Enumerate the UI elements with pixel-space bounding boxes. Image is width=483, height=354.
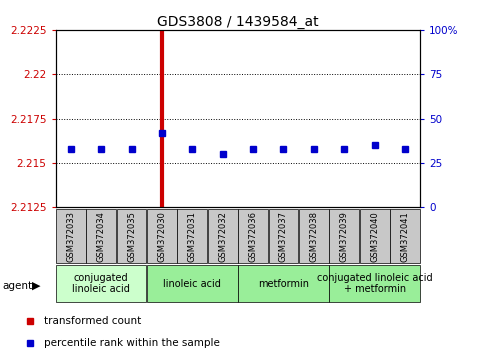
Bar	[269, 210, 298, 263]
Bar	[56, 210, 85, 263]
Bar	[208, 210, 238, 263]
Bar	[329, 265, 420, 302]
Bar	[238, 265, 329, 302]
Bar	[329, 210, 359, 263]
Text: GSM372041: GSM372041	[400, 211, 410, 262]
Bar	[238, 210, 268, 263]
Text: GSM372038: GSM372038	[309, 211, 318, 262]
Text: metformin: metformin	[258, 279, 309, 289]
Text: GSM372032: GSM372032	[218, 211, 227, 262]
Text: conjugated linoleic acid
+ metformin: conjugated linoleic acid + metformin	[317, 273, 432, 295]
Text: GSM372033: GSM372033	[66, 211, 75, 262]
Text: linoleic acid: linoleic acid	[163, 279, 221, 289]
Bar	[177, 210, 207, 263]
Bar	[56, 265, 146, 302]
Text: ▶: ▶	[32, 281, 41, 291]
Bar	[390, 210, 420, 263]
Bar	[299, 210, 329, 263]
Bar	[360, 210, 389, 263]
Bar	[147, 265, 238, 302]
Text: GSM372034: GSM372034	[97, 211, 106, 262]
Text: GSM372040: GSM372040	[370, 211, 379, 262]
Text: GSM372030: GSM372030	[157, 211, 167, 262]
Text: transformed count: transformed count	[44, 316, 141, 326]
Bar	[147, 210, 177, 263]
Bar	[116, 210, 146, 263]
Text: percentile rank within the sample: percentile rank within the sample	[44, 338, 220, 348]
Text: GSM372031: GSM372031	[188, 211, 197, 262]
Text: GSM372037: GSM372037	[279, 211, 288, 262]
Text: agent: agent	[2, 281, 32, 291]
Title: GDS3808 / 1439584_at: GDS3808 / 1439584_at	[157, 15, 319, 29]
Text: GSM372039: GSM372039	[340, 211, 349, 262]
Bar	[86, 210, 116, 263]
Text: GSM372035: GSM372035	[127, 211, 136, 262]
Text: GSM372036: GSM372036	[249, 211, 257, 262]
Text: conjugated
linoleic acid: conjugated linoleic acid	[72, 273, 130, 295]
